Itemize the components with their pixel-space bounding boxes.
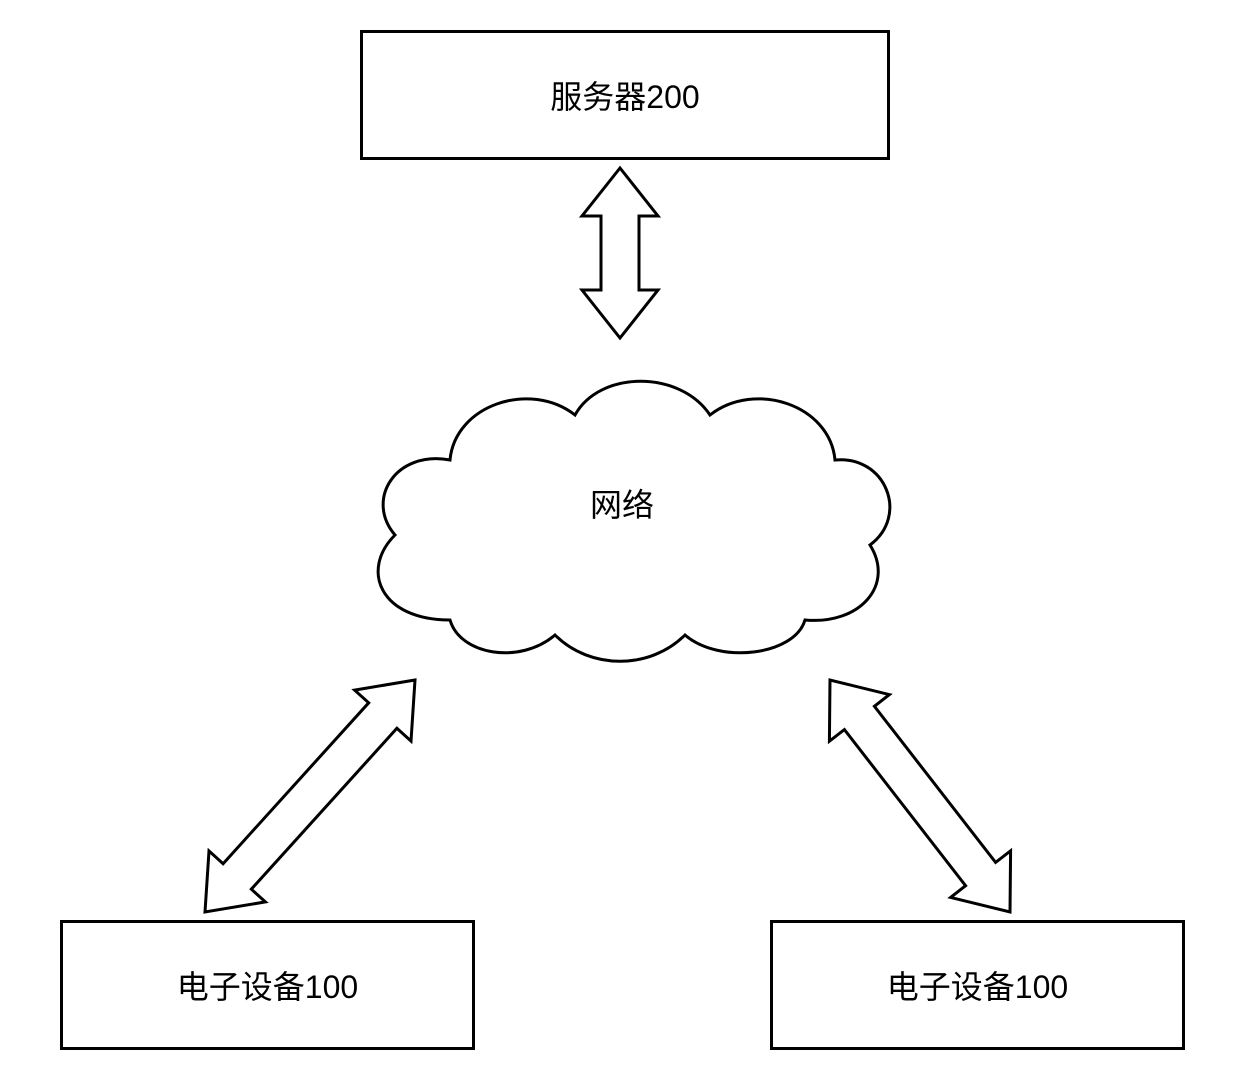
- arrow-cloud-device-left: [205, 680, 415, 912]
- arrows-layer: [0, 0, 1240, 1074]
- arrow-cloud-device-right: [829, 680, 1010, 912]
- arrow-server-cloud: [582, 168, 658, 338]
- network-diagram: 服务器200 网络 电子设备100 电子设备100: [0, 0, 1240, 1074]
